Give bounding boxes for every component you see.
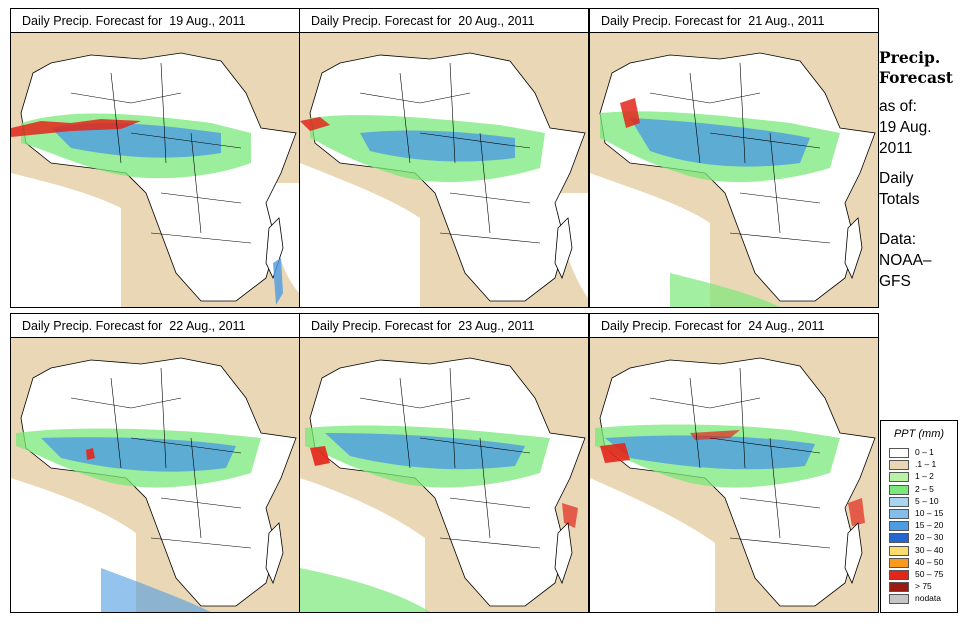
legend-swatch xyxy=(889,570,909,580)
legend-swatch xyxy=(889,533,909,544)
forecast-panel-4: Daily Precip. Forecast for 22 Aug., 2011 xyxy=(10,313,300,613)
legend-swatch xyxy=(889,460,909,471)
legend-label: .1 – 1 xyxy=(915,459,937,470)
legend-swatch xyxy=(889,448,909,458)
legend-label: 15 – 20 xyxy=(915,520,944,531)
legend-swatch xyxy=(889,509,909,519)
legend-item: 15 – 20 xyxy=(889,520,955,532)
as-of-block: as of: 19 Aug. 2011 xyxy=(879,96,965,159)
panel-title: Daily Precip. Forecast for 23 Aug., 2011 xyxy=(300,314,588,338)
forecast-panel-6: Daily Precip. Forecast for 24 Aug., 2011 xyxy=(589,313,879,613)
data-source: NOAA– xyxy=(879,252,932,269)
legend-swatch xyxy=(889,582,909,593)
side-title-line: Forecast xyxy=(879,68,953,87)
legend-item: nodata xyxy=(889,593,955,605)
totals-block: Daily Totals xyxy=(879,168,965,210)
as-of-label: as of: xyxy=(879,98,917,115)
forecast-panel-1: Daily Precip. Forecast for 19 Aug., 2011 xyxy=(10,8,300,308)
legend-item: 2 – 5 xyxy=(889,483,955,496)
legend-item: 10 – 15 xyxy=(889,508,955,520)
legend-label: 0 – 1 xyxy=(915,447,934,457)
legend-label: 20 – 30 xyxy=(915,532,944,543)
precip-map xyxy=(300,338,588,612)
side-title-line: Precip. xyxy=(879,48,941,67)
panel-title: Daily Precip. Forecast for 19 Aug., 2011 xyxy=(11,9,299,33)
legend-label: nodata xyxy=(915,593,941,604)
legend-swatch xyxy=(889,557,909,568)
legend-item: 0 – 1 xyxy=(889,447,955,459)
forecast-panel-5: Daily Precip. Forecast for 23 Aug., 2011 xyxy=(299,313,589,613)
legend-swatch xyxy=(889,472,909,483)
legend-label: 40 – 50 xyxy=(915,556,944,567)
precip-map xyxy=(11,338,299,612)
legend-swatch xyxy=(889,496,909,507)
legend-title: PPT (mm) xyxy=(893,428,945,440)
legend-label: 10 – 15 xyxy=(915,508,944,518)
legend-item: 20 – 30 xyxy=(889,532,955,544)
precip-map xyxy=(590,33,878,307)
totals-line: Totals xyxy=(879,191,920,208)
legend-item: 40 – 50 xyxy=(889,556,955,569)
precip-map xyxy=(300,33,588,307)
data-label: Data: xyxy=(879,231,917,248)
legend-label: 1 – 2 xyxy=(915,471,934,482)
legend-label: > 75 xyxy=(915,581,932,592)
data-source-block: Data: NOAA– GFS xyxy=(879,229,965,292)
panel-title: Daily Precip. Forecast for 21 Aug., 2011 xyxy=(590,9,878,33)
legend-swatch xyxy=(889,594,909,605)
totals-line: Daily xyxy=(879,170,914,187)
panel-title: Daily Precip. Forecast for 20 Aug., 2011 xyxy=(300,9,588,33)
legend-swatch xyxy=(889,521,909,532)
legend-swatch xyxy=(889,484,909,495)
panel-title: Daily Precip. Forecast for 22 Aug., 2011 xyxy=(11,314,299,338)
legend-label: 5 – 10 xyxy=(915,495,939,506)
forecast-panel-2: Daily Precip. Forecast for 20 Aug., 2011 xyxy=(299,8,589,308)
as-of-year: 2011 xyxy=(879,140,913,157)
legend-label: 2 – 5 xyxy=(915,483,934,494)
legend-label: 50 – 75 xyxy=(915,569,944,579)
legend-item: .1 – 1 xyxy=(889,459,955,471)
data-source: GFS xyxy=(879,273,911,290)
precip-map xyxy=(11,33,299,307)
precip-map xyxy=(590,338,878,612)
legend-item: 50 – 75 xyxy=(889,569,955,581)
legend-item: 1 – 2 xyxy=(889,471,955,483)
as-of-date: 19 Aug. xyxy=(879,119,932,136)
legend-item: > 75 xyxy=(889,581,955,593)
legend-item: 5 – 10 xyxy=(889,495,955,508)
legend-swatch xyxy=(889,545,909,556)
legend-item: 30 – 40 xyxy=(889,544,955,557)
side-title: Precip. Forecast xyxy=(879,48,965,88)
panel-title: Daily Precip. Forecast for 24 Aug., 2011 xyxy=(590,314,878,338)
legend-label: 30 – 40 xyxy=(915,544,944,555)
forecast-panel-3: Daily Precip. Forecast for 21 Aug., 2011 xyxy=(589,8,879,308)
